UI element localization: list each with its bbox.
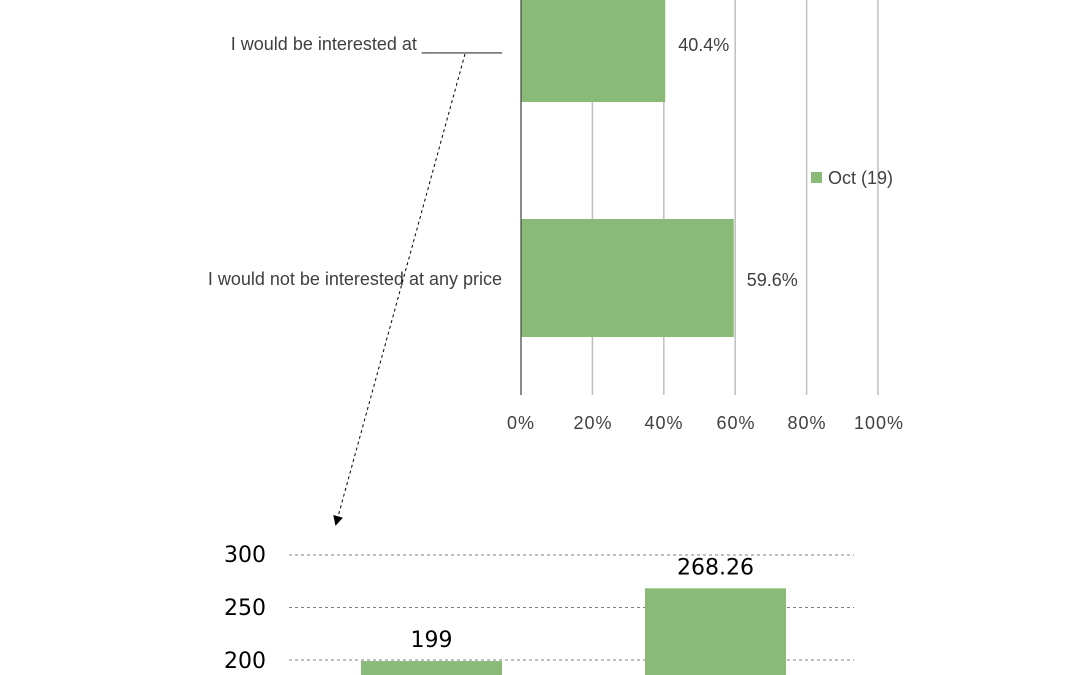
bar-1 [521, 219, 734, 337]
top-chart-bars [521, 0, 734, 337]
legend-swatch [811, 172, 822, 183]
legend: Oct (19) [811, 168, 893, 188]
bottom-bar-1 [645, 588, 786, 675]
x-tick-100: 100% [854, 413, 904, 433]
legend-label: Oct (19) [828, 168, 893, 188]
bottom-value-label-2: 268.26 [677, 555, 754, 580]
x-tick-20: 20% [573, 413, 612, 433]
bottom-bar-0 [361, 661, 502, 675]
category-label-interested: I would be interested at ________ [231, 34, 503, 55]
y-tick-200: 200 [224, 649, 266, 674]
value-label-interested: 40.4% [678, 35, 729, 55]
y-tick-250: 250 [224, 596, 266, 621]
x-tick-40: 40% [644, 413, 683, 433]
dotted-connector-arrow [333, 53, 466, 526]
x-tick-80: 80% [787, 413, 826, 433]
bottom-bar-chart: 300 250 200 199 268.26 [224, 543, 854, 675]
value-label-not-interested: 59.6% [747, 270, 798, 290]
top-bar-chart: I would be interested at ________ I woul… [208, 0, 904, 433]
bar-0 [521, 0, 666, 102]
bottom-chart-bars [361, 588, 786, 675]
y-tick-300: 300 [224, 543, 266, 568]
category-label-not-interested: I would not be interested at any price [208, 269, 502, 289]
bottom-value-label-1: 199 [411, 628, 453, 653]
x-tick-0: 0% [507, 413, 535, 433]
x-tick-60: 60% [716, 413, 755, 433]
